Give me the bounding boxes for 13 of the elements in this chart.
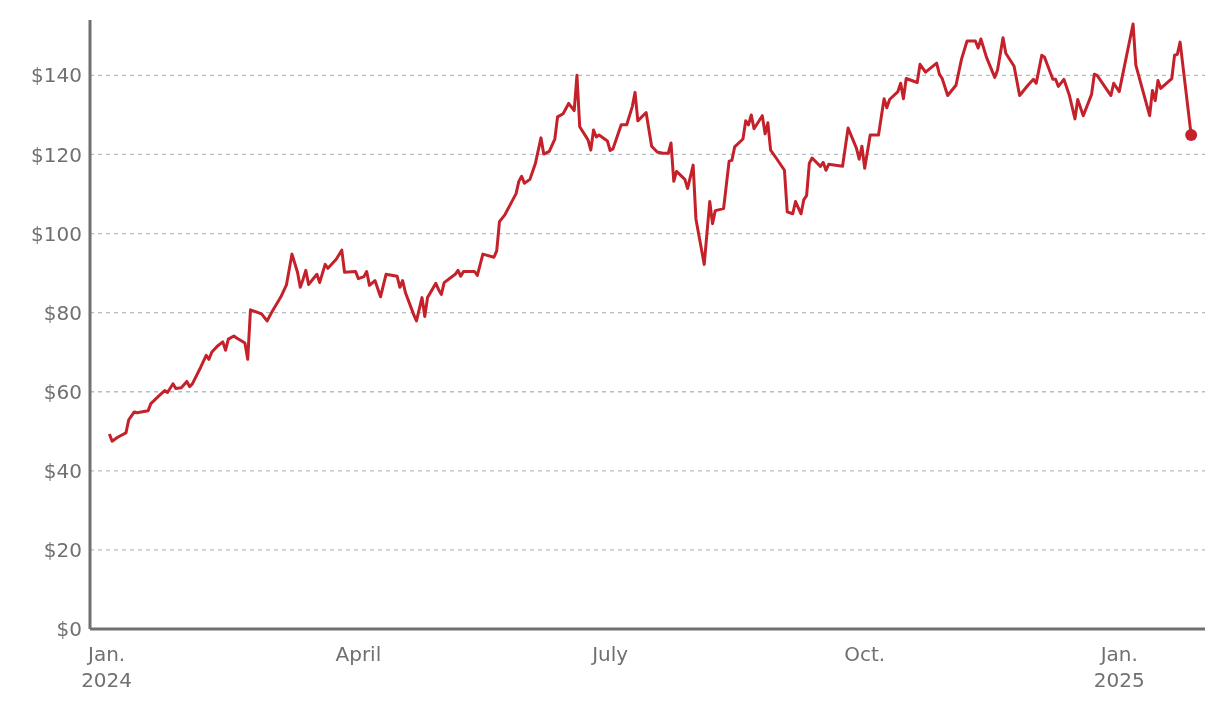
x-tick-label: Jan. 2024 <box>81 642 133 692</box>
y-tick-label: $60 <box>43 379 82 404</box>
y-tick-label: $20 <box>43 538 82 563</box>
x-tick-label: Oct. <box>844 642 886 666</box>
y-tick-label: $0 <box>56 617 82 642</box>
y-tick-label: $40 <box>43 458 82 483</box>
y-tick-label: $100 <box>31 221 82 246</box>
x-tick-label: July <box>590 642 629 666</box>
x-tick-label: Jan. 2025 <box>1093 642 1145 692</box>
x-tick-label: April <box>335 642 382 666</box>
y-tick-label: $120 <box>31 142 82 167</box>
y-tick-label: $80 <box>43 300 82 325</box>
y-tick-label: $140 <box>31 63 82 88</box>
